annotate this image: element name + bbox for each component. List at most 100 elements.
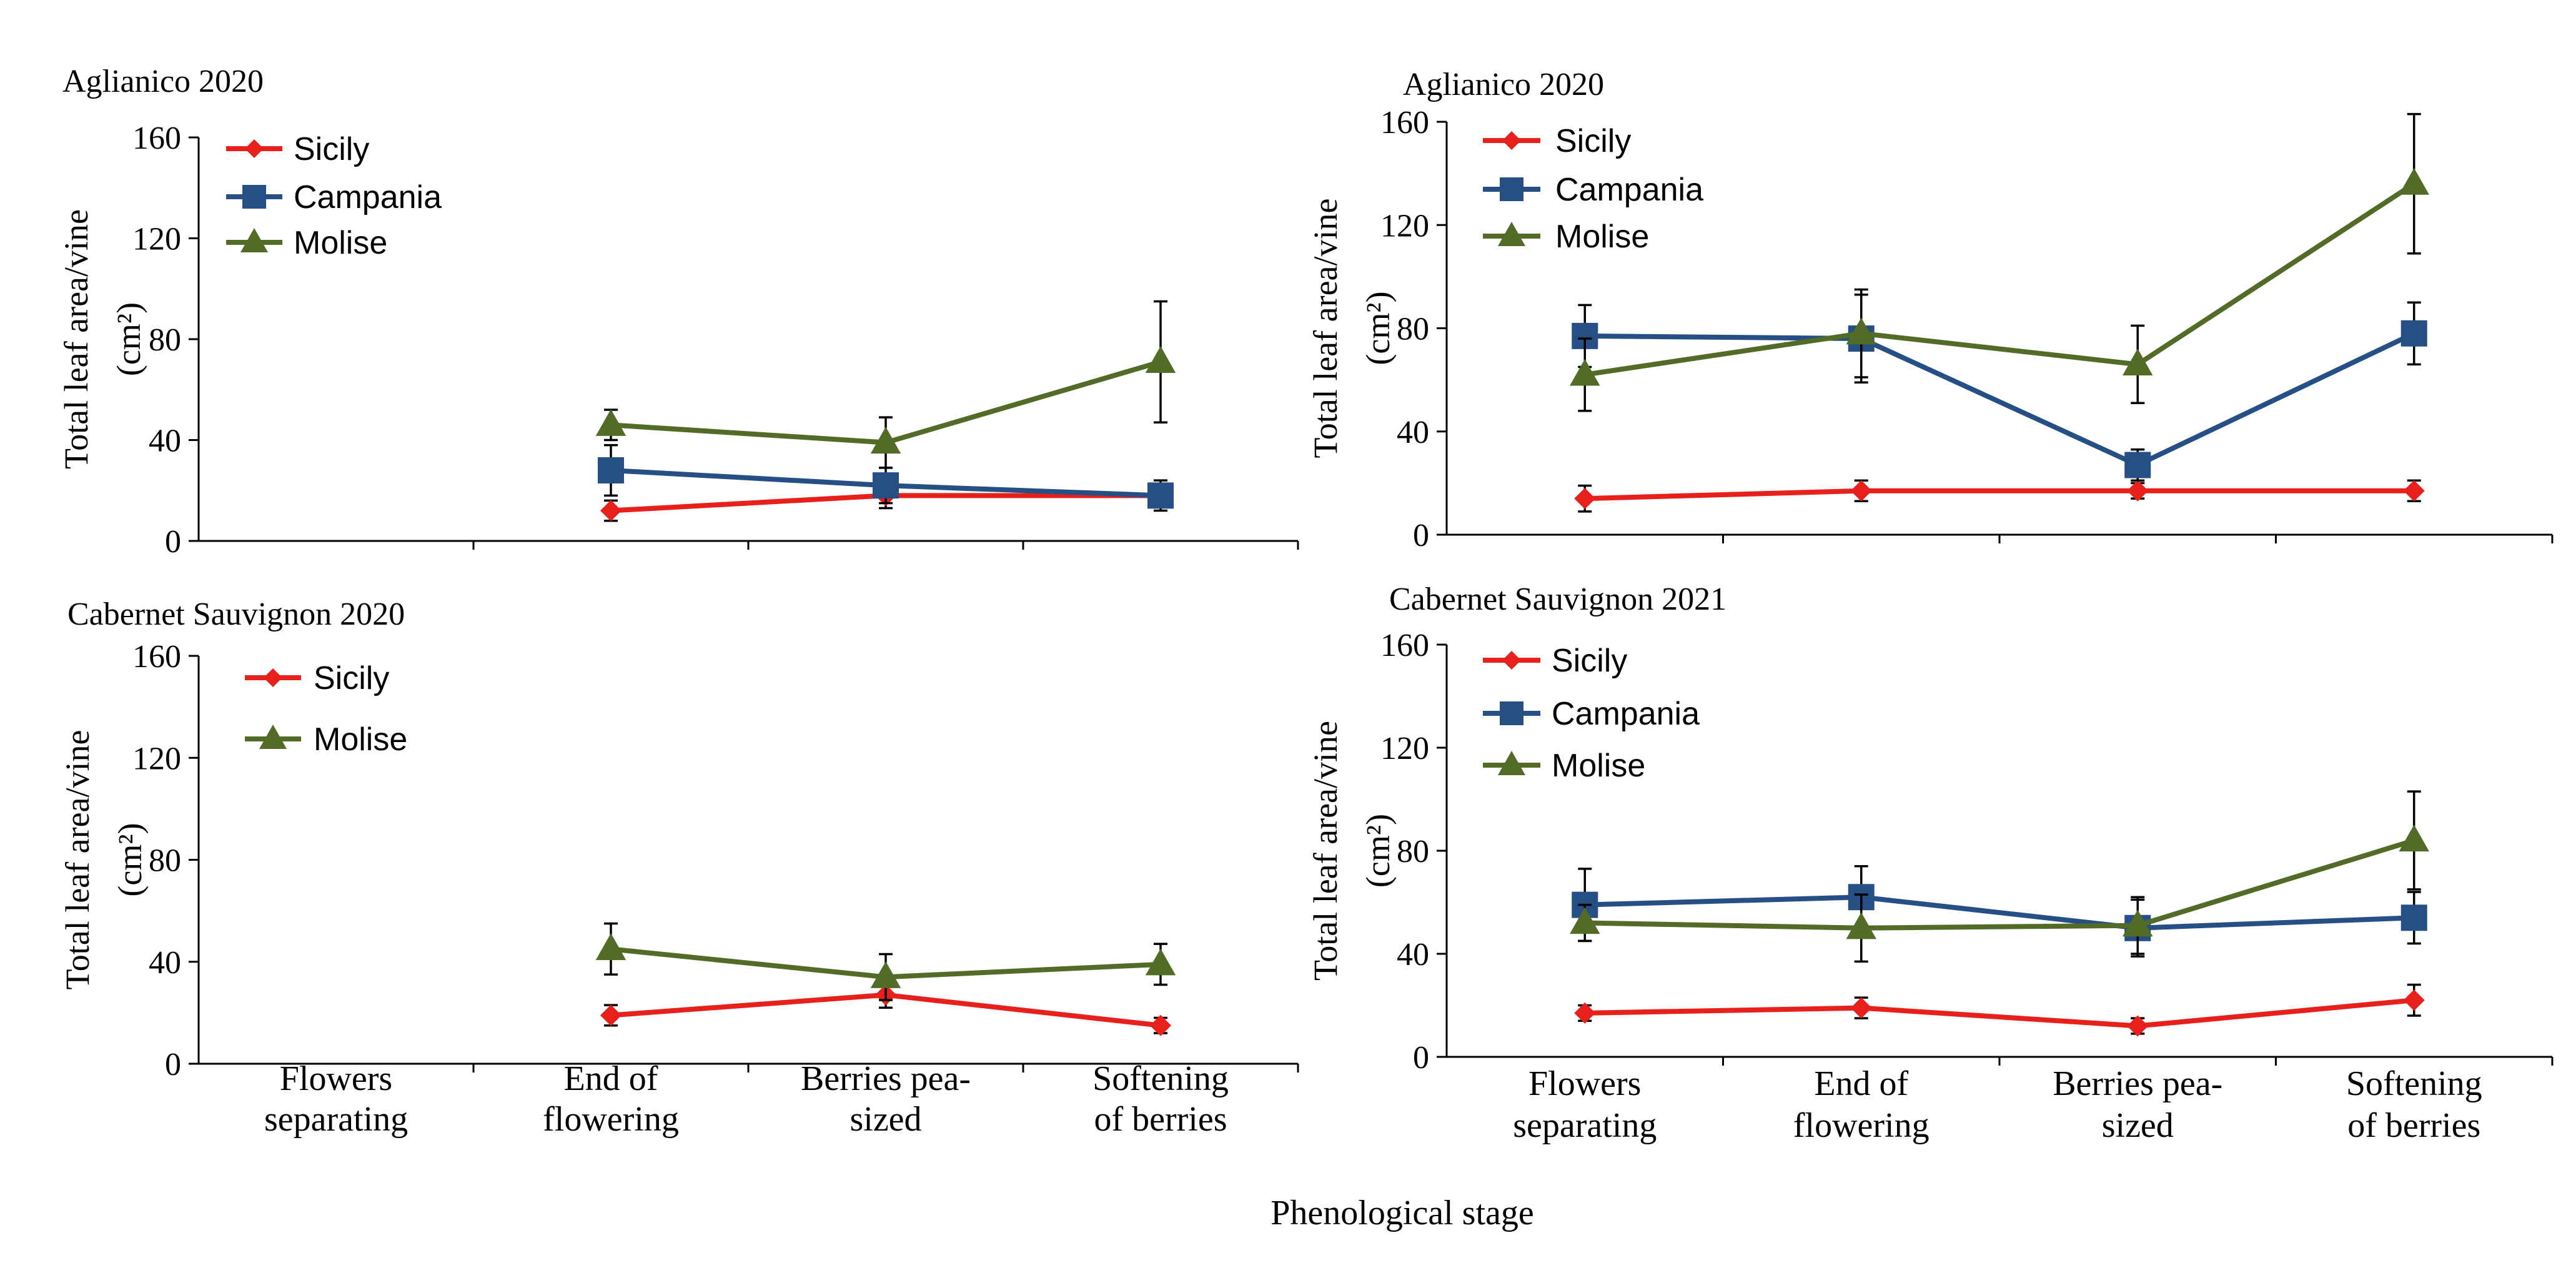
- series-sicily: [1574, 983, 2425, 1037]
- x-category-label: of berries: [2347, 1106, 2480, 1145]
- y-tick-label: 120: [1380, 208, 1429, 244]
- data-point-sicily: [600, 1004, 622, 1026]
- data-point-campania: [2400, 320, 2427, 347]
- series-campania: [1572, 865, 2427, 958]
- legend-marker-molise: [1498, 751, 1525, 775]
- legend-label-sicily: Sicily: [1555, 123, 1631, 159]
- data-point-molise: [1570, 907, 1600, 934]
- legend-label-sicily: Sicily: [294, 131, 369, 167]
- data-point-molise: [2123, 349, 2153, 375]
- chart-title: Cabernet Sauvignon 2020: [67, 597, 405, 632]
- legend-marker-sicily: [264, 668, 282, 687]
- y-tick-label: 0: [1413, 518, 1429, 553]
- data-point-molise: [595, 409, 627, 436]
- y-tick-label: 160: [1380, 628, 1429, 663]
- data-point-sicily: [2127, 1015, 2149, 1037]
- y-axis-label: Total leaf area/vine: [59, 730, 96, 990]
- data-point-molise: [1846, 912, 1876, 939]
- data-point-sicily: [600, 500, 622, 522]
- legend-marker-campania: [1500, 177, 1523, 201]
- y-axis-unit: (cm²): [1359, 814, 1397, 888]
- chart-panel-4: Cabernet Sauvignon 2021 Total leaf area/v…: [1307, 582, 2554, 1145]
- x-category-label: flowering: [1793, 1106, 1930, 1145]
- chart-panel-1: Aglianico 2020 Total leaf area/vine (cm²) 0…: [57, 64, 1299, 560]
- x-category-label: sized: [2102, 1106, 2174, 1145]
- x-category-label: of berries: [1094, 1100, 1227, 1139]
- legend-label-sicily: Sicily: [1552, 643, 1627, 679]
- series-molise: [1570, 790, 2429, 963]
- legend-marker-sicily: [1502, 131, 1521, 150]
- legend-label-campania: Campania: [1552, 696, 1700, 732]
- series-molise: [1570, 112, 2429, 412]
- legend-label-molise: Molise: [314, 721, 407, 758]
- legend-marker-sicily: [245, 139, 264, 158]
- x-category-label: Softening: [2346, 1064, 2482, 1103]
- x-category-label: flowering: [543, 1100, 679, 1139]
- data-point-campania: [1572, 322, 1598, 349]
- y-tick-label: 120: [1380, 731, 1429, 766]
- y-tick-label: 0: [165, 1047, 181, 1082]
- series-line-campania: [1585, 331, 2415, 468]
- x-category-label: Flowers: [280, 1059, 392, 1098]
- data-point-molise: [595, 933, 627, 960]
- x-category-label: End of: [1814, 1064, 1908, 1103]
- y-tick-label: 80: [149, 843, 181, 879]
- data-point-sicily: [1150, 1014, 1171, 1036]
- y-tick-label: 120: [132, 741, 181, 776]
- legend-label-campania: Campania: [1555, 172, 1703, 208]
- series-sicily: [1574, 479, 2425, 513]
- legend: Sicily Campania Molise: [1483, 123, 1703, 255]
- legend-label-molise: Molise: [1552, 748, 1645, 784]
- chart-title: Cabernet Sauvignon 2021: [1389, 582, 1726, 617]
- data-point-sicily: [1574, 1002, 1596, 1024]
- data-point-sicily: [1850, 997, 1872, 1019]
- y-tick-label: 160: [132, 639, 181, 675]
- series-line-molise: [1584, 181, 2415, 377]
- data-point-sicily: [1574, 488, 1596, 510]
- data-point-molise: [2399, 825, 2429, 852]
- x-category-label: separating: [1513, 1106, 1657, 1145]
- y-axis-unit: (cm²): [1359, 291, 1397, 365]
- legend-label-molise: Molise: [294, 225, 387, 261]
- x-category-label: separating: [264, 1100, 408, 1139]
- y-tick-label: 160: [1380, 105, 1429, 141]
- data-point-campania: [598, 457, 624, 483]
- data-point-sicily: [2403, 989, 2425, 1011]
- data-point-campania: [1147, 482, 1174, 509]
- legend-label-sicily: Sicily: [314, 660, 389, 696]
- series-line-molise: [1585, 838, 2415, 931]
- x-category-label: Berries pea-: [2053, 1064, 2222, 1103]
- legend-marker-sicily: [1502, 651, 1521, 670]
- series-molise: [595, 922, 1176, 1001]
- data-point-molise: [2399, 167, 2429, 195]
- y-tick-label: 160: [132, 121, 181, 156]
- y-axis-unit: (cm²): [110, 302, 147, 376]
- x-category-label: sized: [850, 1100, 921, 1139]
- data-point-molise: [1570, 359, 1600, 386]
- legend-marker-molise: [240, 228, 268, 252]
- y-tick-label: 80: [149, 322, 181, 358]
- y-tick-label: 80: [1397, 834, 1429, 869]
- legend-marker-molise: [259, 725, 287, 749]
- data-point-molise: [2123, 909, 2153, 937]
- legend: Sicily Molise: [245, 660, 407, 758]
- series-line-campania: [1585, 894, 2414, 931]
- legend-marker-molise: [1498, 222, 1525, 246]
- y-tick-label: 40: [1397, 415, 1429, 450]
- series-campania: [598, 443, 1174, 512]
- y-tick-label: 80: [1397, 312, 1429, 347]
- series-campania: [1572, 294, 2427, 482]
- y-axis-unit: (cm²): [111, 823, 149, 896]
- y-tick-label: 120: [132, 222, 181, 257]
- data-point-campania: [873, 472, 899, 499]
- chart-title: Aglianico 2020: [62, 64, 264, 99]
- data-point-molise: [1846, 317, 1876, 345]
- y-axis-label: Total leaf area/vine: [1307, 721, 1344, 981]
- y-axis-label: Total leaf area/vine: [57, 209, 95, 469]
- y-tick-label: 40: [149, 945, 181, 981]
- data-point-sicily: [2127, 480, 2149, 502]
- y-tick-label: 0: [165, 524, 181, 560]
- x-category-label: Flowers: [1528, 1064, 1641, 1103]
- legend: Sicily Campania Molise: [1483, 643, 1700, 784]
